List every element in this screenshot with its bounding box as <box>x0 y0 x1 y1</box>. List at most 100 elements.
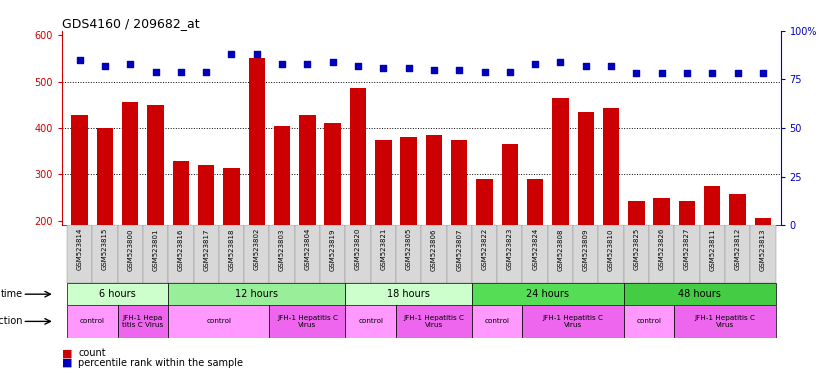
Point <box>605 63 618 69</box>
Bar <box>173 161 189 225</box>
Bar <box>573 225 598 283</box>
Text: 12 hours: 12 hours <box>235 289 278 299</box>
Bar <box>472 283 624 305</box>
Text: GSM523804: GSM523804 <box>305 228 311 270</box>
Text: GSM523810: GSM523810 <box>608 228 614 271</box>
Bar <box>472 225 497 283</box>
Text: GSM523827: GSM523827 <box>684 228 690 270</box>
Text: GSM523818: GSM523818 <box>229 228 235 271</box>
Bar <box>577 112 594 225</box>
Bar <box>729 194 746 225</box>
Bar <box>325 123 341 225</box>
Bar <box>67 225 93 283</box>
Bar <box>71 115 88 225</box>
Bar <box>451 139 468 225</box>
Point <box>326 59 339 65</box>
Text: GSM523806: GSM523806 <box>431 228 437 271</box>
Bar <box>295 225 320 283</box>
Bar <box>477 179 493 225</box>
Bar <box>624 305 674 338</box>
Bar <box>679 200 695 225</box>
Text: 6 hours: 6 hours <box>99 289 136 299</box>
Text: infection: infection <box>0 316 22 326</box>
Point <box>124 61 137 67</box>
Bar <box>548 225 573 283</box>
Text: GSM523820: GSM523820 <box>355 228 361 270</box>
Bar <box>223 168 240 225</box>
Point <box>757 70 770 76</box>
Bar <box>523 225 548 283</box>
Bar <box>345 305 396 338</box>
Bar <box>269 305 345 338</box>
Bar <box>147 105 164 225</box>
Text: control: control <box>206 318 231 324</box>
Text: GSM523805: GSM523805 <box>406 228 411 270</box>
Bar <box>169 283 345 305</box>
Text: GSM523809: GSM523809 <box>582 228 589 271</box>
Text: GSM523826: GSM523826 <box>658 228 665 270</box>
Bar <box>750 225 776 283</box>
Text: GSM523814: GSM523814 <box>77 228 83 270</box>
Text: GSM523802: GSM523802 <box>254 228 260 270</box>
Text: JFH-1 Hepatitis C
Virus: JFH-1 Hepatitis C Virus <box>403 315 464 328</box>
Bar <box>501 144 518 225</box>
Text: percentile rank within the sample: percentile rank within the sample <box>78 358 244 368</box>
Bar <box>396 225 421 283</box>
Point <box>478 68 491 74</box>
Bar <box>700 225 725 283</box>
Text: GSM523816: GSM523816 <box>178 228 184 271</box>
Bar <box>421 225 447 283</box>
Text: GSM523815: GSM523815 <box>102 228 108 270</box>
Bar <box>425 135 442 225</box>
Point <box>529 61 542 67</box>
Bar <box>704 186 720 225</box>
Bar <box>93 225 117 283</box>
Bar <box>447 225 472 283</box>
Point <box>453 66 466 73</box>
Text: JFH-1 Hepatitis C
Virus: JFH-1 Hepatitis C Virus <box>277 315 338 328</box>
Text: control: control <box>485 318 510 324</box>
Text: GSM523807: GSM523807 <box>456 228 463 271</box>
Text: control: control <box>80 318 105 324</box>
Point <box>705 70 719 76</box>
Bar <box>244 225 269 283</box>
Text: ■: ■ <box>62 348 73 358</box>
Point <box>579 63 592 69</box>
Point <box>73 57 86 63</box>
Point <box>149 68 162 74</box>
Point <box>200 68 213 74</box>
Bar <box>497 225 523 283</box>
Bar <box>299 115 316 225</box>
Bar <box>628 201 644 225</box>
Text: GDS4160 / 209682_at: GDS4160 / 209682_at <box>62 17 200 30</box>
Bar <box>371 225 396 283</box>
Point <box>377 65 390 71</box>
Point <box>731 70 744 76</box>
Bar <box>523 305 624 338</box>
Bar <box>527 179 544 225</box>
Text: 24 hours: 24 hours <box>526 289 569 299</box>
Text: GSM523803: GSM523803 <box>279 228 285 271</box>
Point <box>427 66 440 73</box>
Point <box>402 65 415 71</box>
Bar <box>472 305 523 338</box>
Point <box>276 61 289 67</box>
Bar <box>169 225 193 283</box>
Point <box>225 51 238 57</box>
Text: GSM523808: GSM523808 <box>558 228 563 271</box>
Bar <box>396 305 472 338</box>
Text: control: control <box>358 318 383 324</box>
Bar <box>169 305 269 338</box>
Text: GSM523824: GSM523824 <box>532 228 538 270</box>
Point <box>301 61 314 67</box>
Text: ■: ■ <box>62 358 73 368</box>
Point <box>174 68 188 74</box>
Bar <box>401 137 417 225</box>
Text: GSM523817: GSM523817 <box>203 228 209 271</box>
Point <box>553 59 567 65</box>
Point <box>250 51 263 57</box>
Bar <box>320 225 345 283</box>
Text: JFH-1 Hepa
titis C Virus: JFH-1 Hepa titis C Virus <box>122 315 164 328</box>
Bar <box>603 109 620 225</box>
Bar <box>349 88 366 225</box>
